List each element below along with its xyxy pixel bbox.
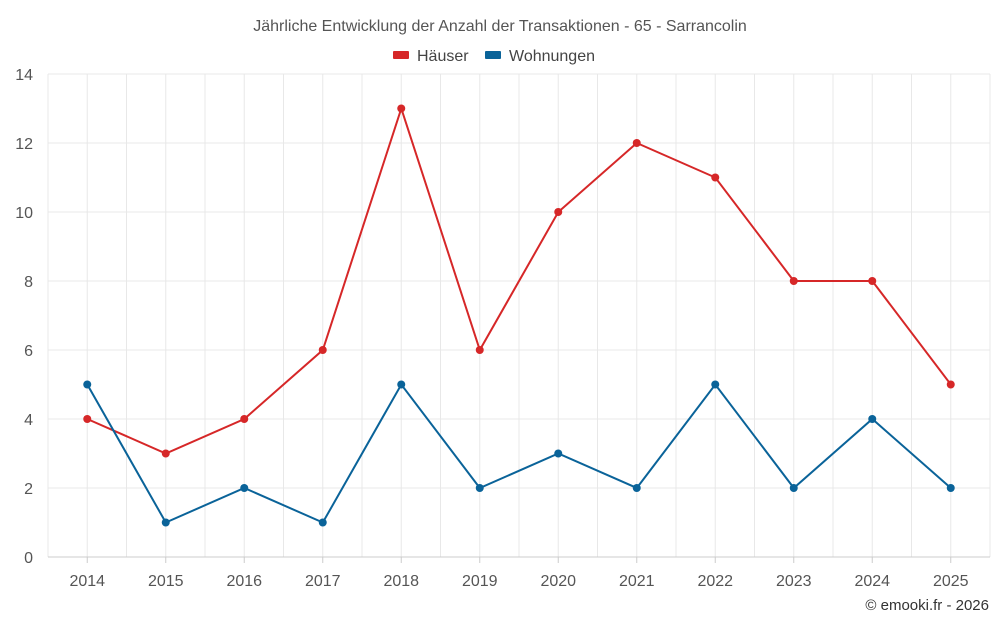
x-tick-label: 2018 <box>383 573 419 590</box>
y-tick-label: 4 <box>24 412 33 429</box>
legend: Häuser Wohnungen <box>393 48 595 65</box>
x-tick-label: 2019 <box>462 573 498 590</box>
x-tick-label: 2016 <box>226 573 262 590</box>
data-point[interactable] <box>397 104 406 113</box>
x-tick-label: 2014 <box>69 573 105 590</box>
legend-swatch-haeuser <box>393 51 409 59</box>
data-point[interactable] <box>946 380 955 389</box>
y-axis-ticks: 0 2 4 6 8 10 12 14 <box>15 67 33 567</box>
legend-label-haeuser[interactable]: Häuser <box>417 48 469 65</box>
data-point[interactable] <box>789 484 798 492</box>
data-point[interactable] <box>554 449 563 458</box>
x-axis-ticks: 2014 2015 2016 2017 2018 2019 2020 2021 2022 2023… <box>69 557 969 590</box>
data-point[interactable] <box>240 415 249 423</box>
data-point[interactable] <box>475 484 484 492</box>
data-point[interactable] <box>632 484 641 492</box>
data-point[interactable] <box>868 277 877 285</box>
series-line-1 <box>86 382 952 524</box>
data-point[interactable] <box>318 518 327 527</box>
x-tick-label: 2023 <box>776 573 812 590</box>
data-point[interactable] <box>475 346 484 354</box>
y-tick-label: 12 <box>15 136 33 153</box>
data-point[interactable] <box>711 173 720 182</box>
y-tick-label: 8 <box>24 274 33 291</box>
data-point[interactable] <box>161 518 170 527</box>
chart-title: Jährliche Entwicklung der Anzahl der Tra… <box>253 18 747 35</box>
y-tick-label: 10 <box>15 205 33 222</box>
data-point[interactable] <box>83 380 92 389</box>
data-point[interactable] <box>868 415 877 423</box>
series-layer <box>83 104 955 527</box>
data-point[interactable] <box>789 277 798 285</box>
x-tick-label: 2021 <box>619 573 655 590</box>
data-point[interactable] <box>161 449 170 458</box>
x-tick-label: 2024 <box>854 573 890 590</box>
y-tick-label: 6 <box>24 343 33 360</box>
grid <box>47 73 991 558</box>
data-point[interactable] <box>240 484 249 492</box>
x-tick-label: 2015 <box>148 573 184 590</box>
y-tick-label: 14 <box>15 67 33 84</box>
legend-label-wohnungen[interactable]: Wohnungen <box>509 48 595 65</box>
legend-swatch-wohnungen <box>485 51 501 59</box>
x-tick-label: 2022 <box>697 573 733 590</box>
y-tick-label: 0 <box>24 550 33 567</box>
data-point[interactable] <box>554 208 563 216</box>
data-point[interactable] <box>711 380 720 389</box>
series-line-0 <box>86 105 952 455</box>
y-tick-label: 2 <box>24 481 33 498</box>
x-tick-label: 2025 <box>933 573 969 590</box>
credit-text: © emooki.fr - 2026 <box>865 597 989 614</box>
data-point[interactable] <box>632 139 641 147</box>
data-point[interactable] <box>318 346 327 354</box>
x-tick-label: 2020 <box>540 573 576 590</box>
data-point[interactable] <box>83 415 92 423</box>
data-point[interactable] <box>946 484 955 492</box>
data-point[interactable] <box>397 380 406 389</box>
x-tick-label: 2017 <box>305 573 341 590</box>
